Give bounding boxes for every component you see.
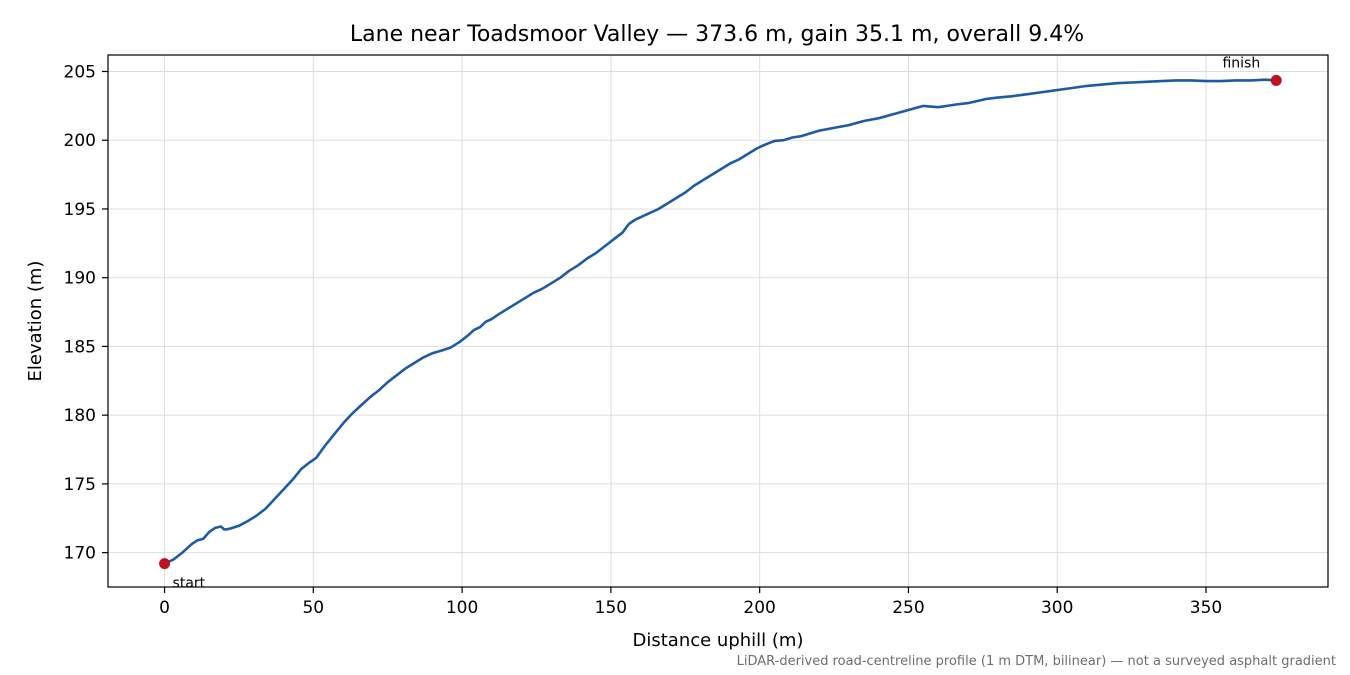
y-tick-label: 185 <box>64 337 96 357</box>
marker-layer: start finish <box>159 55 1282 592</box>
y-tick-label: 190 <box>64 269 96 289</box>
y-tick-label: 200 <box>64 131 96 151</box>
x-tick-label: 150 <box>595 598 627 618</box>
x-tick-label: 100 <box>446 598 478 618</box>
x-tick-label: 250 <box>892 598 924 618</box>
footnote: LiDAR-derived road-centreline profile (1… <box>737 654 1336 669</box>
y-tick-label: 170 <box>64 544 96 564</box>
plot-frame <box>107 54 1329 588</box>
x-axis-title: Distance uphill (m) <box>633 630 804 651</box>
start-label: start <box>173 576 206 592</box>
y-tick-label: 175 <box>64 475 96 495</box>
series-layer <box>163 78 1278 565</box>
finish-label: finish <box>1222 55 1260 71</box>
y-tick-label: 205 <box>64 62 96 82</box>
y-axis-title: Elevation (m) <box>25 261 46 382</box>
x-tick-label: 50 <box>302 598 324 618</box>
y-tick-label: 195 <box>64 200 96 220</box>
x-tick-label: 300 <box>1041 598 1073 618</box>
elevation-line <box>163 78 1278 565</box>
y-axis: 170 175 180 185 190 195 200 205 <box>64 62 108 564</box>
grid <box>108 55 1328 587</box>
chart-title: Lane near Toadsmoor Valley — 373.6 m, ga… <box>350 22 1084 47</box>
finish-marker <box>1270 74 1282 86</box>
x-tick-label: 200 <box>743 598 775 618</box>
x-axis: 0 50 100 150 200 250 300 350 <box>159 587 1222 618</box>
x-tick-label: 0 <box>159 598 170 618</box>
x-tick-label: 350 <box>1190 598 1222 618</box>
y-tick-label: 180 <box>64 406 96 426</box>
start-marker <box>159 558 171 570</box>
